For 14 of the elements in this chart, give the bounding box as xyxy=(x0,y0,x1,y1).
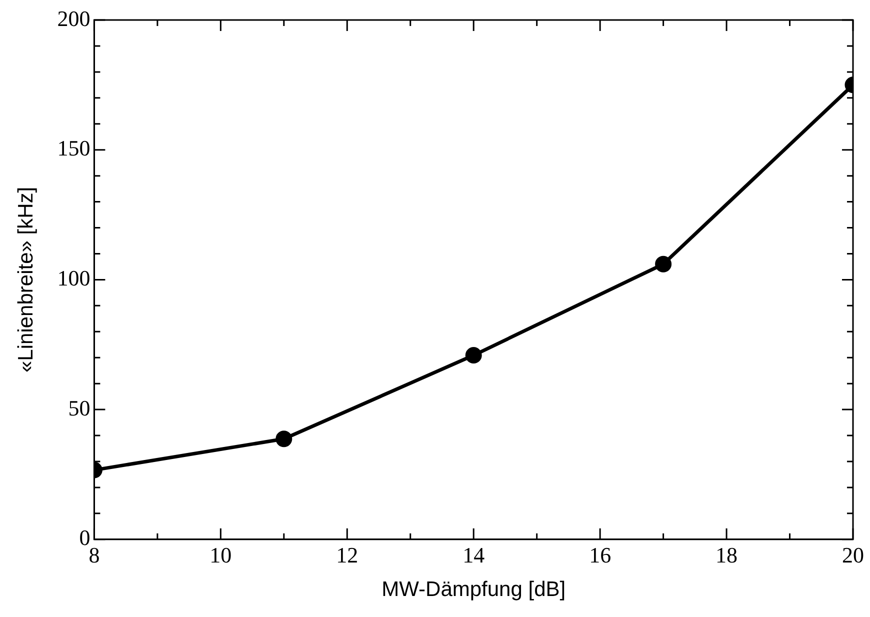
x-tick-label: 12 xyxy=(336,542,358,568)
x-tick-label: 16 xyxy=(589,542,612,568)
y-tick-label: 0 xyxy=(79,525,90,550)
y-tick-label: 100 xyxy=(57,265,90,290)
x-tick-label: 20 xyxy=(842,542,864,568)
x-tick-label: 8 xyxy=(88,542,100,568)
x-tick-label: 14 xyxy=(462,542,485,568)
x-tick-label: 18 xyxy=(716,542,738,568)
y-tick-label: 200 xyxy=(57,6,90,31)
x-tick-label: 10 xyxy=(210,542,232,568)
y-tick-label: 150 xyxy=(57,136,90,161)
x-axis-title: MW-Dämpfung [dB] xyxy=(382,578,566,602)
y-axis-title: «Linienbreite» [kHz] xyxy=(14,186,38,373)
y-tick-label: 50 xyxy=(68,395,90,420)
